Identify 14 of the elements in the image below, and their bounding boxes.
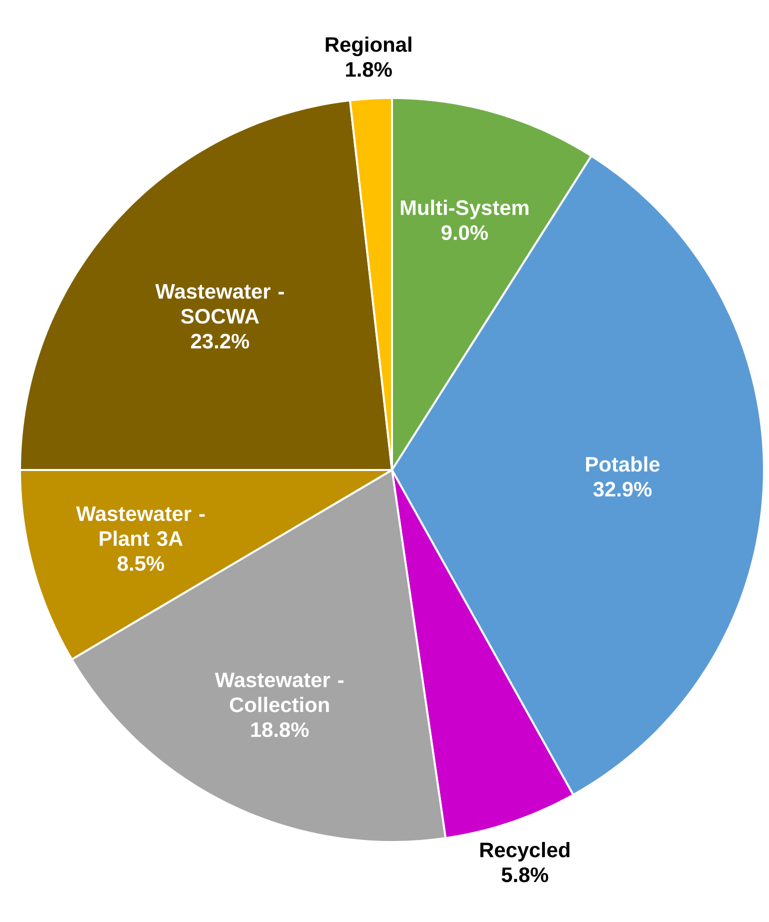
data-label: 5.8% bbox=[502, 867, 548, 882]
slice-label: Wastewater - Plant 3A bbox=[76, 506, 205, 546]
slice-label: Recycled bbox=[480, 842, 570, 862]
slice-label: Potable bbox=[586, 456, 660, 472]
data-label: 8.5% bbox=[118, 556, 164, 571]
data-label: 23.2% bbox=[191, 334, 250, 349]
slice-label: Wastewater - SOCWA bbox=[155, 284, 284, 324]
data-label: 32.9% bbox=[593, 482, 652, 497]
data-label: 9.0% bbox=[441, 225, 488, 240]
slice-label: Regional bbox=[326, 36, 412, 56]
data-label: 18.8% bbox=[251, 722, 309, 738]
slice-label: Wastewater - Collection bbox=[214, 672, 344, 712]
data-label: 1.8% bbox=[346, 62, 392, 77]
slice-label: Multi-System bbox=[400, 200, 528, 220]
